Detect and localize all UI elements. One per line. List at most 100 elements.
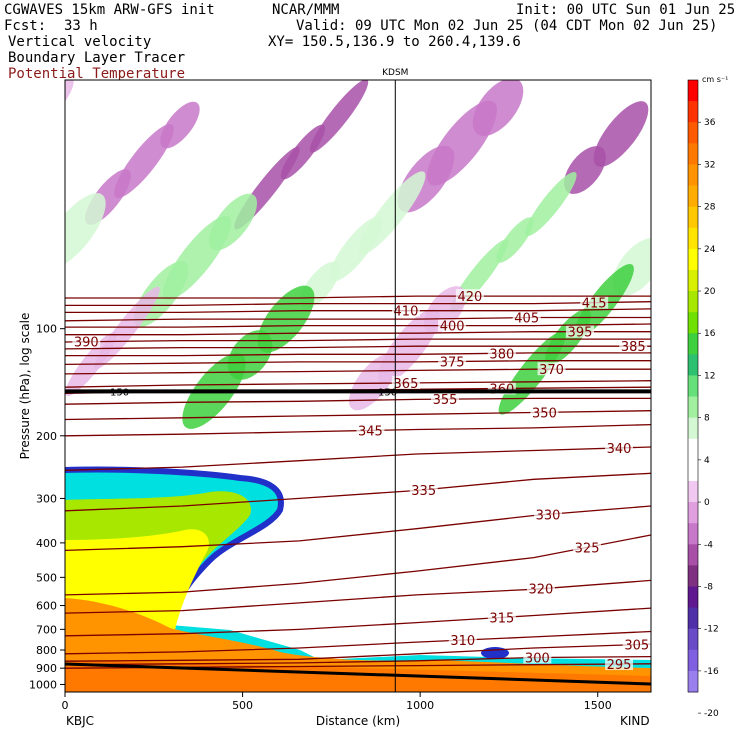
theta-label-bg [72, 334, 101, 348]
theta-label-bg [438, 318, 467, 332]
colorbar-swatch [688, 122, 698, 144]
theta-contour-415 [65, 301, 651, 307]
theta-label-335: 335 [411, 484, 436, 499]
colorbar-swatch [688, 649, 698, 672]
colorbar-swatch [688, 101, 698, 123]
theta-contour-305 [65, 643, 651, 662]
theta-contour-395 [65, 331, 651, 336]
colorbar-swatch [688, 502, 698, 524]
tropopause-label: 150 [378, 387, 397, 398]
theta-label-390: 390 [74, 336, 99, 351]
colorbar-swatch [688, 206, 698, 229]
theta-label-bg [565, 324, 594, 338]
theta-label-bg [487, 346, 516, 360]
theta-label-415: 415 [582, 297, 607, 312]
velocity-cell [424, 286, 466, 334]
colorbar-swatch [688, 417, 698, 440]
theta-contour-340 [65, 446, 651, 471]
theta-contour-300 [65, 655, 651, 666]
theta-label-bg [537, 362, 566, 376]
colorbar-swatch [688, 586, 698, 609]
theta-label-bg [619, 339, 648, 353]
theta-contour-355 [65, 397, 651, 405]
y-tick-label: 1000 [29, 678, 57, 691]
colorbar-tick-label: 36 [704, 118, 716, 128]
theta-label-410: 410 [394, 305, 419, 320]
velocity-cell [593, 101, 649, 167]
y-tick-label: 700 [36, 623, 57, 636]
velocity-cell [160, 101, 200, 149]
colorbar-swatch [688, 544, 698, 566]
y-tick-label: 900 [36, 662, 57, 675]
valid-time: Valid: 09 UTC Mon 02 Jun 25 (04 CDT Mon … [296, 18, 718, 34]
colorbar-tick-label: 8 [704, 414, 710, 424]
theta-label-bg [622, 637, 651, 651]
x-axis-title: Distance (km) [316, 714, 400, 728]
init-time: Init: 00 UTC Sun 01 Jun 25 [516, 2, 736, 18]
velocity-cell [358, 171, 426, 255]
theta-contour-385 [65, 345, 651, 350]
theta-label-bg [534, 507, 563, 521]
theta-label-355: 355 [433, 393, 458, 408]
colorbar-tick-label: 12 [704, 371, 715, 381]
theta-label-365: 365 [394, 377, 419, 392]
theta-contour-400 [65, 323, 651, 328]
theta-label-385: 385 [621, 340, 646, 355]
theta-label-295: 295 [607, 658, 632, 673]
colorbar-swatch [688, 80, 698, 102]
theta-label-395: 395 [568, 326, 593, 341]
colorbar-tick-label: -12 [704, 625, 719, 635]
colorbar-swatch [688, 291, 698, 313]
theta-contour-405 [65, 316, 651, 322]
theta-label-bg [605, 440, 634, 454]
theta-label-350: 350 [532, 406, 557, 421]
theta-label-325: 325 [575, 541, 600, 556]
colorbar-swatch [688, 248, 698, 271]
theta-label-405: 405 [514, 312, 539, 327]
theta-label-bg [455, 289, 484, 303]
theta-label-bg [438, 354, 467, 368]
velocity-cell [65, 193, 106, 269]
forecast-label: Fcst: [4, 18, 47, 34]
colorbar-swatch [688, 523, 698, 545]
model-title: CGWAVES 15km ARW-GFS init [4, 2, 215, 18]
theta-contour-315 [65, 607, 651, 637]
colorbar-swatch [688, 396, 698, 419]
colorbar-swatch [688, 375, 698, 398]
tropopause-label: 150 [110, 387, 129, 398]
colorbar-tick-label: 16 [704, 329, 716, 339]
theta-label-bg [526, 581, 555, 595]
velocity-cell [525, 171, 577, 237]
colorbar-tick-label: -16 [704, 667, 719, 677]
forecast-hour: 33 h [64, 18, 98, 34]
colorbar-unit: cm s⁻¹ [702, 75, 728, 84]
x-tick-label: 500 [232, 699, 253, 712]
theta-label-bg [580, 295, 609, 309]
tracer-blue-edge [65, 466, 284, 626]
colorbar-swatch [688, 333, 698, 355]
y-tick-label: 300 [36, 492, 57, 505]
field-boundary-layer-tracer: Boundary Layer Tracer [8, 50, 186, 66]
theta-label-305: 305 [624, 639, 649, 654]
theta-label-bg [530, 405, 559, 419]
left-station-label: KBJC [66, 714, 94, 728]
colorbar-swatch [688, 565, 698, 587]
colorbar-swatch [688, 164, 698, 187]
cross-section-coordinates: XY= 150.5,136.9 to 260.4,139.6 [268, 34, 521, 50]
theta-label-bg [448, 633, 477, 647]
colorbar-swatch [688, 227, 698, 250]
colorbar-tick-label: 24 [704, 245, 716, 255]
theta-label-bg [523, 650, 552, 664]
plot-area: 295 300 305 310 315 320 325 330 335 340 345 350 355 3… [65, 80, 651, 692]
theta-contour-410 [65, 308, 651, 314]
theta-label-300: 300 [525, 651, 550, 666]
colorbar-swatch [688, 354, 698, 376]
x-tick-label: 1000 [406, 699, 434, 712]
colorbar: 36 32 28 24 20 16 12 8 4 0 -4 -8 -12 -16 -20 cm s⁻¹ [687, 75, 728, 719]
y-tick-label: 200 [36, 430, 57, 443]
theta-contour-380 [65, 352, 651, 357]
theta-label-bg [573, 540, 602, 554]
colorbar-swatch [688, 607, 698, 630]
theta-label-380: 380 [489, 347, 514, 362]
potential-temperature-contours: 295 300 305 310 315 320 325 330 335 340 345 350 355 3… [65, 289, 651, 673]
